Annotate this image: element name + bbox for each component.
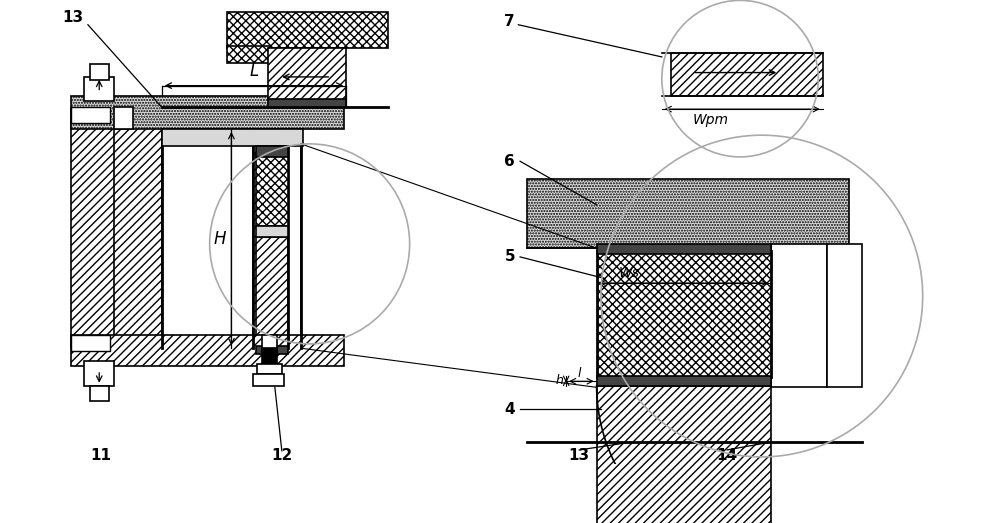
Bar (253, 129, 288, 348)
Bar (256, 346, 288, 354)
Bar (527, 179, 849, 248)
Bar (256, 146, 288, 157)
Bar (162, 129, 303, 146)
Bar (256, 237, 288, 348)
Bar (71, 107, 110, 123)
Text: 13: 13 (63, 10, 84, 25)
Bar (597, 385, 771, 523)
Bar (597, 251, 771, 377)
Bar (227, 12, 388, 48)
Bar (256, 226, 288, 237)
Text: 5: 5 (504, 249, 515, 265)
Bar (71, 335, 344, 366)
Bar (84, 77, 114, 101)
Text: 11: 11 (90, 448, 111, 463)
Bar (162, 129, 256, 348)
Bar (262, 348, 277, 366)
Text: 7: 7 (504, 14, 515, 29)
Bar (114, 107, 133, 129)
Bar (71, 335, 110, 351)
Text: 4: 4 (504, 402, 515, 417)
Bar (268, 99, 346, 107)
Bar (288, 129, 301, 348)
Text: h: h (556, 374, 564, 387)
Bar (84, 361, 114, 385)
Bar (227, 46, 271, 63)
Bar (257, 364, 282, 374)
Text: H: H (214, 230, 226, 248)
Text: 13: 13 (569, 448, 590, 463)
Text: 6: 6 (504, 154, 515, 169)
Bar (262, 335, 277, 351)
Bar (90, 385, 109, 401)
Bar (114, 109, 162, 348)
Text: 14: 14 (716, 448, 738, 463)
Bar (671, 53, 823, 96)
Bar (71, 109, 118, 348)
Bar (771, 244, 827, 388)
Bar (90, 64, 109, 79)
Bar (827, 244, 862, 388)
Bar (256, 153, 288, 226)
Bar (253, 374, 284, 386)
Text: l: l (577, 367, 581, 380)
Bar (597, 244, 771, 254)
Text: Wpm: Wpm (692, 112, 728, 127)
Bar (71, 96, 344, 129)
Bar (597, 376, 771, 385)
Text: 12: 12 (271, 448, 292, 463)
Text: Ws: Ws (618, 266, 639, 280)
Bar (268, 48, 346, 100)
Text: L: L (249, 62, 259, 81)
